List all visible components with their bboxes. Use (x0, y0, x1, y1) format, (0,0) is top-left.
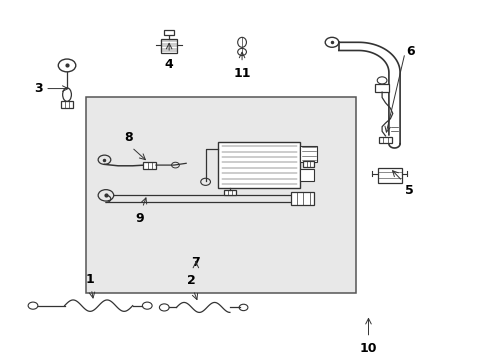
Bar (61, 102, 73, 108)
Text: 3: 3 (34, 82, 42, 95)
Text: 5: 5 (404, 184, 413, 197)
Text: 4: 4 (164, 58, 173, 71)
Ellipse shape (237, 48, 246, 55)
Text: 8: 8 (124, 131, 133, 144)
Bar (224, 190, 236, 195)
Bar (163, 30, 174, 35)
Bar (161, 40, 177, 53)
Bar (290, 193, 313, 205)
Text: 11: 11 (233, 67, 250, 80)
Bar (217, 142, 300, 188)
Text: 2: 2 (186, 274, 195, 287)
Bar (377, 168, 401, 183)
Bar (378, 137, 391, 143)
Bar (300, 145, 317, 162)
Ellipse shape (237, 37, 246, 47)
Bar (143, 162, 156, 168)
Text: 10: 10 (359, 342, 376, 355)
Bar (374, 84, 388, 92)
Ellipse shape (62, 88, 71, 102)
Bar (303, 161, 313, 167)
Bar (300, 168, 313, 181)
Text: 7: 7 (191, 256, 200, 269)
Text: 1: 1 (86, 273, 95, 286)
Text: 9: 9 (135, 212, 144, 225)
Text: 6: 6 (406, 45, 414, 58)
Bar (86, 98, 356, 293)
